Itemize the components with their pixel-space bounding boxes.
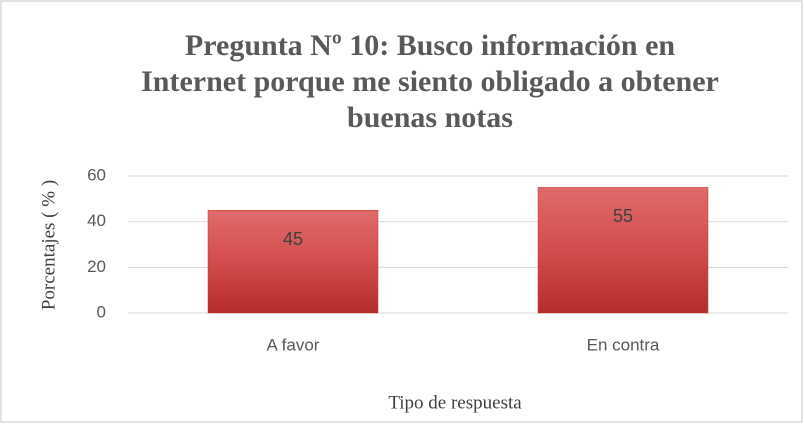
y-tick-label: 40 [87, 211, 106, 230]
data-label: 45 [283, 229, 303, 249]
chart-title: Internet porque me siento obligado a obt… [141, 65, 719, 98]
x-axis-title: Tipo de respuesta [388, 392, 522, 413]
bar [207, 210, 379, 314]
data-label: 55 [613, 206, 633, 226]
y-tick-label: 60 [87, 165, 106, 184]
chart-title: buenas notas [347, 101, 513, 134]
y-axis-title: Porcentajes ( % ) [38, 180, 59, 310]
x-tick-label: A favor [267, 335, 320, 354]
x-tick-label: En contra [587, 335, 660, 354]
chart-title: Pregunta Nº 10: Busco información en [185, 29, 675, 62]
bar [537, 187, 709, 314]
y-tick-label: 20 [87, 257, 106, 276]
y-tick-label: 0 [97, 302, 106, 321]
